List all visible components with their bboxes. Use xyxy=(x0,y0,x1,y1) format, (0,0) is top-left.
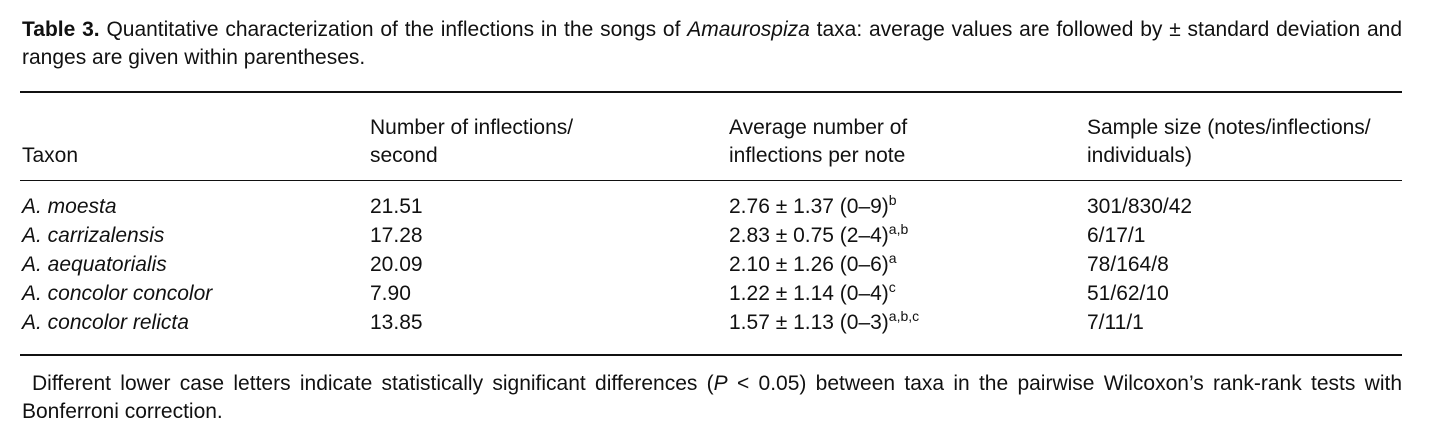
significance-superscript: c xyxy=(888,279,896,295)
caption-genus: Amaurospiza xyxy=(687,18,810,41)
rate-cell: 13.85 xyxy=(370,311,423,334)
header-rate-line1: Number of inflections/ xyxy=(370,116,574,139)
significance-superscript: b xyxy=(888,192,897,208)
footnote-before: Different lower case letters indicate st… xyxy=(32,372,714,395)
rate-cell: 17.28 xyxy=(370,224,423,247)
table-bottom-rule xyxy=(20,354,1402,356)
taxon-cell: A. moesta xyxy=(22,195,117,218)
table-label: Table 3. xyxy=(22,18,100,41)
sample-cell: 78/164/8 xyxy=(1087,253,1169,276)
header-avg-line1: Average number of xyxy=(729,116,908,139)
table-top-rule xyxy=(20,91,1402,93)
rate-cell: 7.90 xyxy=(370,282,411,305)
taxon-cell: A. concolor concolor xyxy=(22,282,213,305)
header-rule xyxy=(20,180,1402,181)
avg-cell: 2.10 ± 1.26 (0–6)a xyxy=(729,250,897,276)
sample-cell: 6/17/1 xyxy=(1087,224,1146,247)
sample-cell: 7/11/1 xyxy=(1087,311,1144,334)
caption-text-before: Quantitative characterization of the inf… xyxy=(99,18,688,41)
taxon-cell: A. aequatorialis xyxy=(22,253,167,276)
table-caption: Table 3. Quantitative characterization o… xyxy=(22,16,1402,72)
header-avg-line2: inflections per note xyxy=(729,144,906,167)
avg-cell: 1.22 ± 1.14 (0–4)c xyxy=(729,279,896,305)
caption-text-after: taxa: average values are followed by ± s… xyxy=(22,18,1402,69)
sample-cell: 301/830/42 xyxy=(1087,195,1193,218)
header-rate-line2: second xyxy=(370,144,438,167)
table-footnote: Different lower case letters indicate st… xyxy=(22,370,1402,426)
avg-cell: 2.83 ± 0.75 (2–4)a,b xyxy=(729,221,909,247)
significance-superscript: a xyxy=(888,250,897,266)
sample-cell: 51/62/10 xyxy=(1087,282,1169,305)
header-sample-line2: individuals) xyxy=(1087,144,1193,167)
taxon-cell: A. carrizalensis xyxy=(22,224,165,247)
taxon-cell: A. concolor relicta xyxy=(22,311,189,334)
rate-cell: 20.09 xyxy=(370,253,423,276)
significance-superscript: a,b,c xyxy=(888,308,920,324)
header-sample-line1: Sample size (notes/inflections/ xyxy=(1087,116,1371,139)
footnote-after: < 0.05) between taxa in the pairwise Wil… xyxy=(22,372,1403,423)
avg-cell: 2.76 ± 1.37 (0–9)b xyxy=(729,192,897,218)
significance-superscript: a,b xyxy=(888,221,909,237)
header-taxon: Taxon xyxy=(22,144,79,167)
footnote-p: P xyxy=(713,372,728,395)
avg-cell: 1.57 ± 1.13 (0–3)a,b,c xyxy=(729,308,920,334)
rate-cell: 21.51 xyxy=(370,195,423,218)
